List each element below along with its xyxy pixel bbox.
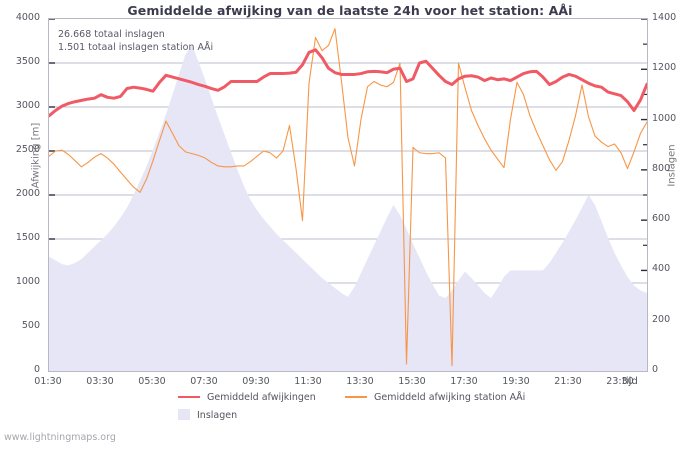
x-tick-1530: 15:30	[398, 376, 426, 387]
legend-label: Inslagen	[197, 410, 238, 421]
x-tick-0930: 09:30	[242, 376, 270, 387]
legend-label: Gemiddeld afwijkingen	[207, 392, 316, 403]
x-tick-1330: 13:30	[346, 376, 374, 387]
y-left-tick-1500: 1500	[15, 232, 40, 243]
series-inslagen-area	[49, 45, 647, 371]
plot-svg	[49, 19, 647, 371]
y-left-tick-1000: 1000	[15, 276, 40, 287]
y-left-tick-3000: 3000	[15, 100, 40, 111]
y-right-tick-0: 0	[652, 364, 659, 375]
y-left-tick-500: 500	[21, 320, 40, 331]
y-left-tick-2000: 2000	[15, 188, 40, 199]
legend-item-1[interactable]: Gemiddeld afwijking station AÅi	[345, 392, 525, 403]
y-left-tick-0: 0	[33, 364, 40, 375]
y-right-tick-600: 600	[652, 213, 671, 225]
x-tick-2330: 23:30	[606, 376, 634, 387]
legend-line-icon	[345, 395, 367, 398]
y-right-tick-200: 200	[652, 313, 671, 325]
legend-label: Gemiddeld afwijking station AÅi	[374, 392, 526, 403]
x-tick-0530: 05:30	[138, 376, 166, 387]
legend-item-2[interactable]: Inslagen	[178, 409, 238, 421]
plot-area	[48, 18, 648, 372]
y-right-tick-400: 400	[652, 263, 671, 275]
y-left-tick-2500: 2500	[15, 144, 40, 155]
x-axis-label: tijd	[622, 376, 638, 387]
x-tick-1930: 19:30	[502, 376, 530, 387]
series-station-deviation-line	[49, 28, 647, 367]
y-right-tick-1200: 1200	[652, 62, 677, 74]
x-tick-0330: 03:30	[86, 376, 114, 387]
footer-watermark: www.lightningmaps.org	[4, 432, 116, 443]
x-tick-0130: 01:30	[34, 376, 62, 387]
y-right-tick-800: 800	[652, 162, 671, 174]
legend-line-icon	[178, 395, 200, 398]
x-tick-2130: 21:30	[554, 376, 582, 387]
y-left-tick-3500: 3500	[15, 56, 40, 67]
y-right-tick-1000: 1000	[652, 112, 677, 124]
y-left-tick-4000: 4000	[15, 12, 40, 23]
series-avg-deviation-line	[49, 48, 647, 118]
x-tick-1130: 11:30	[294, 376, 322, 387]
legend-swatch-icon	[178, 409, 190, 420]
x-tick-0730: 07:30	[190, 376, 218, 387]
y-right-tick-1400: 1400	[652, 12, 677, 23]
legend-item-0[interactable]: Gemiddeld afwijkingen	[178, 392, 316, 403]
x-tick-1730: 17:30	[450, 376, 478, 387]
chart-title: Gemiddelde afwijking van de laatste 24h …	[127, 3, 573, 18]
